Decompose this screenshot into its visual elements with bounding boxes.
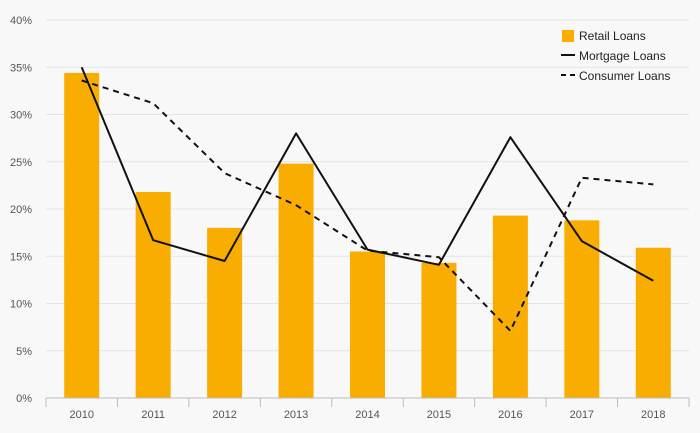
line-series [80, 66, 654, 332]
legend-swatch-retail [562, 30, 574, 42]
bar-series [64, 72, 671, 399]
x-tick-label: 2012 [212, 409, 236, 421]
y-tick-label: 40% [10, 15, 32, 27]
y-tick-label: 35% [10, 62, 32, 74]
line-mortgage [80, 66, 654, 282]
legend: Retail Loans Mortgage Loans Consumer Loa… [561, 29, 670, 83]
y-axis: 0% 5% 10% 15% 20% 25% 30% 35% 40% [10, 15, 32, 405]
y-tick-label: 10% [10, 299, 32, 311]
bar-retail-2010 [64, 72, 100, 399]
x-tick-label: 2010 [69, 409, 93, 421]
legend-label-consumer: Consumer Loans [579, 69, 670, 83]
x-tick-label: 2018 [641, 409, 665, 421]
x-tick-label: 2013 [284, 409, 308, 421]
y-tick-label: 25% [10, 157, 32, 169]
bar-retail-2013 [278, 163, 314, 398]
y-tick-label: 5% [16, 346, 32, 358]
x-tick-label: 2017 [570, 409, 594, 421]
y-tick-label: 0% [16, 393, 32, 405]
x-tick-label: 2015 [427, 409, 451, 421]
y-tick-label: 20% [10, 204, 32, 216]
x-tick-label: 2014 [355, 409, 379, 421]
bar-retail-2017 [564, 220, 600, 398]
x-axis: 2010 2011 2012 2013 2014 2015 2016 2017 2018 [45, 397, 690, 421]
bar-retail-2014 [350, 251, 385, 398]
y-tick-label: 15% [10, 251, 32, 263]
legend-label-mortgage: Mortgage Loans [579, 49, 666, 63]
bar-retail-2018 [635, 247, 671, 398]
x-tick-label: 2016 [498, 409, 522, 421]
bar-retail-2011 [135, 191, 171, 398]
bar-retail-2012 [207, 227, 243, 398]
legend-label-retail: Retail Loans [579, 29, 646, 43]
bar-retail-2015 [421, 262, 457, 398]
y-tick-label: 30% [10, 110, 32, 122]
x-tick-label: 2011 [141, 409, 165, 421]
